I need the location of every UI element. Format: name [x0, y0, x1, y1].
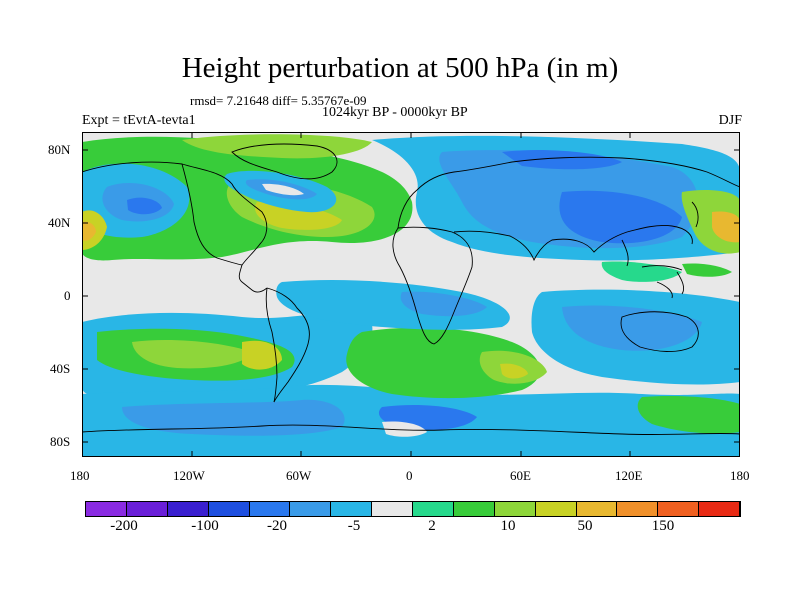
colorbar-swatch: [453, 502, 495, 516]
lon-label-0: 0: [406, 468, 413, 483]
colorbar-swatch: [86, 502, 127, 516]
colorbar-swatch: [494, 502, 536, 516]
height-perturbation-map: [82, 132, 740, 457]
lon-label-120w: 120W: [173, 468, 205, 483]
coastlines: [82, 143, 740, 436]
colorbar: [86, 502, 740, 516]
lon-label-60w: 60W: [286, 468, 312, 483]
plot-title: Height perturbation at 500 hPa (in m): [181, 52, 619, 84]
lat-label-40n: 40N: [48, 215, 71, 230]
colorbar-swatch: [576, 502, 618, 516]
colorbar-label: 50: [577, 518, 593, 534]
lon-label-180e: 180: [730, 468, 750, 483]
colorbar-swatch: [331, 502, 373, 516]
lat-label-0: 0: [64, 288, 71, 303]
colorbar-swatch: [413, 502, 454, 516]
colorbar-label: -100: [191, 518, 219, 534]
colorbar-swatch: [535, 502, 577, 516]
lon-label-120e: 120E: [615, 468, 643, 483]
lat-label-40s: 40S: [50, 361, 71, 376]
lon-label-60e: 60E: [510, 468, 531, 483]
map-panel: [82, 132, 740, 457]
colorbar-swatch: [658, 502, 700, 516]
colorbar-swatch: [372, 502, 413, 516]
colorbar-swatch: [617, 502, 659, 516]
colorbar-swatch: [208, 502, 250, 516]
lat-label-80s: 80S: [50, 434, 71, 449]
experiment-label: Expt = tEvtA-tevta1: [82, 113, 196, 128]
colorbar-swatch: [167, 502, 209, 516]
colorbar-label: -200: [110, 518, 138, 534]
colorbar-label: -5: [347, 518, 361, 534]
colorbar-border: [85, 501, 741, 517]
colorbar-swatch: [249, 502, 291, 516]
colorbar-swatch: [126, 502, 168, 516]
colorbar-label: -20: [267, 518, 287, 534]
colorbar-label: 10: [500, 518, 516, 534]
lon-label-180w: 180: [70, 468, 90, 483]
colorbar-swatch: [290, 502, 332, 516]
colorbar-label: 150: [651, 518, 675, 534]
lon-ticks: [82, 132, 631, 457]
lat-label-80n: 80N: [48, 142, 71, 157]
colorbar-swatch: [699, 502, 740, 516]
lat-ticks: [82, 149, 740, 443]
stats-text: rmsd= 7.21648 diff= 5.35767e-09: [190, 93, 367, 108]
period-text: 1024kyr BP - 0000kyr BP: [322, 105, 468, 120]
season-label: DJF: [718, 113, 742, 128]
field-contours-north: [82, 134, 740, 282]
colorbar-label: 2: [428, 518, 436, 534]
